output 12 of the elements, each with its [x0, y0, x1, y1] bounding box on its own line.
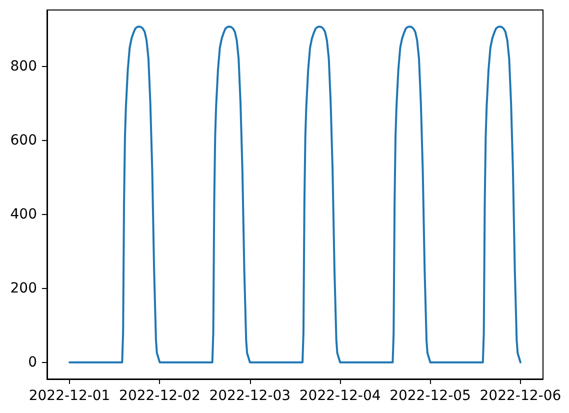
- y-tick-label: 400: [10, 206, 37, 222]
- y-tick-label: 600: [10, 132, 37, 148]
- x-tick-label: 2022-12-04: [299, 388, 381, 404]
- y-tick-label: 800: [10, 58, 37, 74]
- x-tick-label: 2022-12-06: [480, 388, 562, 404]
- y-tick-label: 200: [10, 280, 37, 296]
- x-tick-label: 2022-12-05: [390, 388, 471, 404]
- line-series: [68, 26, 522, 364]
- x-tick-label: 2022-12-02: [119, 388, 200, 404]
- x-tick-label: 2022-12-03: [209, 388, 291, 404]
- y-tick-label: 0: [28, 354, 37, 370]
- x-tick-label: 2022-12-01: [28, 388, 110, 404]
